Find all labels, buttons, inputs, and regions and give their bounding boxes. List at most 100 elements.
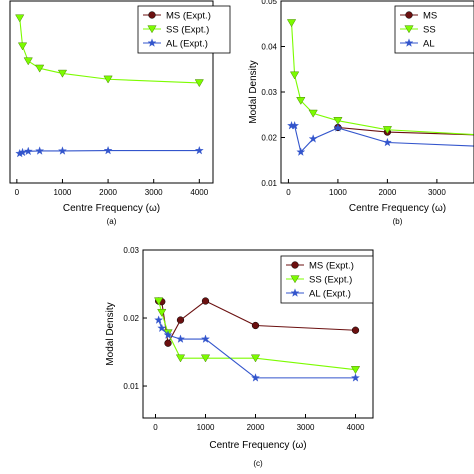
legend-marker [404,25,414,34]
data-point [176,334,185,343]
data-point [17,42,28,51]
data-point [251,321,260,330]
data-point [23,146,33,156]
data-point [296,147,306,156]
x-axis-label: Centre Frequency (ω) [349,203,446,214]
x-tick-label: 0 [153,423,158,432]
series-ms [334,123,474,136]
data-point [289,71,300,80]
data-point [286,19,297,28]
y-tick-label: 0.01 [261,179,277,188]
data-point [163,330,173,339]
y-tick-label: 0.02 [261,134,277,143]
legend-label: SS (Expt.) [166,25,209,36]
chart-panel-b: 0 1000 2000 3000 0.01 0.02 0.03 0.04 0.05 Centre … [248,0,474,226]
legend-marker [147,38,157,47]
data-point [351,326,360,334]
data-point [175,354,186,363]
data-point [23,57,33,66]
data-point [58,146,67,155]
x-tick-label: 4000 [190,188,208,197]
data-point [103,75,113,84]
legend-marker [404,38,414,47]
y-tick-label: 0.04 [261,43,277,52]
x-tick-label: 4000 [347,423,365,432]
y-tick-label: 0.03 [261,88,277,97]
legend-marker [147,25,157,34]
series-line [158,300,356,345]
legend: MS SS AL [394,5,474,54]
panel-label: (a) [107,217,117,226]
data-point [15,14,25,23]
series-al [287,121,474,156]
chart-panel-a: 0 1000 2000 3000 4000 Centre Frequency (ω) (a)… [9,0,231,226]
legend-marker [148,11,156,19]
legend-marker [290,275,300,284]
data-point [194,79,204,88]
legend-label: MS (Expt.) [309,261,354,272]
y-axis-label: Modal Density [248,60,259,123]
x-tick-label: 3000 [297,423,315,432]
legend-marker [291,261,299,269]
series-ss [15,14,204,88]
plot-frame [142,249,374,419]
data-point [382,137,392,147]
x-axis-label: Centre Frequency (ω) [63,203,160,214]
series-line [291,125,474,154]
data-point [57,69,68,78]
x-tick-label: 1000 [197,423,215,432]
legend-label: AL (Expt.) [166,39,208,50]
data-point [350,366,361,374]
data-point [351,373,360,382]
legend-label: MS [423,11,437,22]
legend-label: SS [423,25,436,36]
data-point [251,373,260,382]
legend-marker [405,11,413,19]
legend-label: MS (Expt.) [166,11,211,22]
data-point [35,64,45,73]
legend: MS (Expt.) SS (Expt.) AL (Expt.) [280,255,374,304]
series-ss [154,297,361,374]
chart-panel-c: 0 1000 2000 3000 4000 0.01 0.02 0.03 Centre Freq… [105,246,374,468]
data-point [200,354,211,363]
y-axis-label: Modal Density [105,302,116,365]
x-tick-label: 3000 [145,188,163,197]
series-ss [286,19,474,136]
series-al [15,145,204,158]
data-point [176,316,185,324]
panel-label: (c) [253,459,263,468]
data-point [308,109,318,118]
x-tick-label: 3000 [428,188,446,197]
data-point [157,308,167,317]
series-al [154,315,360,382]
data-point [290,121,300,130]
panel-label: (b) [393,217,403,226]
data-point [296,97,306,105]
data-point [201,297,210,305]
legend-label: SS (Expt.) [309,275,352,286]
x-axis-label: Centre Frequency (ω) [209,440,306,451]
legend-label: AL [423,39,435,50]
data-point [103,145,113,155]
y-tick-label: 0.03 [123,246,139,255]
legend-marker [290,288,300,297]
data-point [194,145,204,155]
y-tick-label: 0.01 [123,382,139,391]
y-tick-label: 0.02 [123,314,139,323]
legend-label: AL (Expt.) [309,289,351,300]
x-tick-label: 2000 [247,423,265,432]
data-point [250,354,261,363]
x-tick-label: 2000 [378,188,396,197]
data-point [154,297,164,306]
data-point [164,339,172,347]
data-point [333,123,343,132]
plot-area [286,19,474,156]
data-point [201,334,210,343]
legend: MS (Expt.) SS (Expt.) AL (Expt.) [137,5,231,54]
data-point [154,315,164,324]
y-tick-label: 0.05 [261,0,277,6]
data-point [333,117,343,125]
plot-frame [9,0,214,184]
data-point [308,134,318,143]
